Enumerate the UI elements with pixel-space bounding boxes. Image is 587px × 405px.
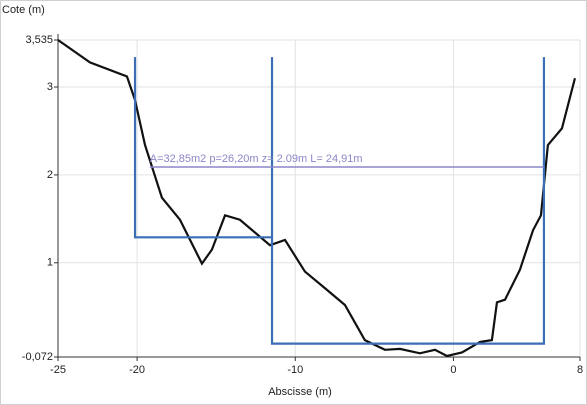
y-tick-label: 2 (47, 169, 53, 181)
x-tick-label: -10 (287, 364, 303, 376)
series-line (57, 39, 577, 358)
annotation: A=32,85m2 p=26,20m z= 2.09m L= 24,91m (150, 153, 363, 165)
x-tick-label: 8 (577, 364, 583, 376)
y-tick-label: 3,535 (25, 34, 53, 46)
y-tick-label: -0,072 (22, 351, 53, 363)
x-axis-title: Abscisse (m) (268, 386, 332, 398)
y-tick-label: 3 (47, 81, 53, 93)
x-tick-label: -20 (129, 364, 145, 376)
x-tick-label: -25 (50, 364, 66, 376)
y-axis-title: Cote (m) (2, 4, 45, 16)
series-line (133, 57, 546, 345)
y-tick-label: 1 (47, 257, 53, 269)
x-tick-label: 0 (450, 364, 456, 376)
